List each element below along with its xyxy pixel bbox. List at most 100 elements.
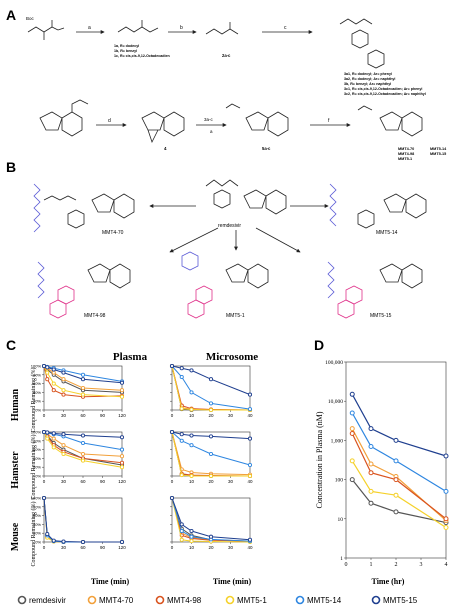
x-tick-label: 10 bbox=[189, 479, 195, 484]
mmt5-15-structure bbox=[327, 261, 423, 319]
x-tick-label: 1 bbox=[370, 562, 373, 568]
y-tick-label: 40% bbox=[33, 522, 41, 527]
remdesivir-label: remdesivir bbox=[218, 223, 241, 229]
data-point bbox=[208, 451, 214, 457]
d-xlabel: Time (hr) bbox=[372, 577, 405, 586]
step-d-label: d bbox=[108, 118, 111, 124]
chart-human-plasma: 0% 20% 40% 60% 80% 100% 0 30 60 90 120 bbox=[31, 364, 126, 419]
c-ylabel-mouse: Compound Remaining (%) bbox=[30, 502, 37, 567]
y-tick-label: 40% bbox=[33, 390, 41, 395]
legend: remdesivir MMT4-70 MMT4-98 MMT5-1 MMT5-14 MMT… bbox=[17, 595, 418, 605]
legend-item-mmt5-1: MMT5-1 bbox=[225, 595, 267, 605]
x-tick-label: 30 bbox=[61, 413, 67, 418]
data-point bbox=[51, 538, 56, 543]
data-point bbox=[61, 377, 66, 382]
row-title-mouse: Mouse bbox=[10, 522, 21, 551]
data-point bbox=[179, 522, 184, 527]
x-tick-label: 120 bbox=[118, 479, 126, 484]
series-line bbox=[351, 428, 447, 522]
y-tick-label: 100% bbox=[31, 496, 42, 501]
data-point bbox=[41, 363, 47, 369]
compound-1a-label: 1a, R= dodecyl bbox=[114, 44, 139, 48]
y-tick-label: 80% bbox=[33, 372, 41, 377]
mmt4-70-label: MMT4-70 bbox=[398, 147, 414, 151]
series-mmt5-14 bbox=[349, 410, 449, 494]
data-point bbox=[61, 539, 66, 544]
data-point bbox=[368, 443, 374, 449]
data-point bbox=[393, 458, 399, 464]
data-point bbox=[80, 458, 86, 463]
data-point bbox=[45, 365, 50, 370]
data-point bbox=[179, 432, 184, 437]
legend-item-remdesivir: remdesivir bbox=[17, 595, 66, 605]
data-point bbox=[179, 473, 184, 478]
data-point bbox=[349, 426, 355, 432]
plasma-column-title: Plasma bbox=[113, 351, 148, 363]
data-point bbox=[80, 385, 86, 391]
series-line bbox=[351, 394, 447, 457]
series-line bbox=[351, 433, 447, 520]
y-tick-label: 80% bbox=[33, 504, 41, 509]
y-tick-label: 40% bbox=[33, 456, 41, 461]
mmt5-14-label: MMT5-14 bbox=[430, 147, 447, 151]
y-tick-label: 100 bbox=[335, 478, 344, 484]
data-point bbox=[61, 370, 66, 375]
data-point bbox=[119, 454, 125, 459]
data-point bbox=[189, 407, 194, 412]
legend-label: MMT4-98 bbox=[167, 596, 202, 605]
data-point bbox=[443, 524, 449, 530]
x-tick-label: 2 bbox=[395, 562, 398, 568]
protected-nucleoside-structure bbox=[141, 111, 185, 144]
boc-alanine-structure bbox=[27, 26, 59, 33]
chart-hamster-microsome: 0 10 20 30 40 bbox=[169, 429, 253, 484]
data-point bbox=[247, 436, 253, 441]
y-tick-label: 20% bbox=[33, 465, 41, 470]
data-point bbox=[247, 407, 253, 412]
series-mmt5-1 bbox=[169, 429, 253, 479]
data-point bbox=[349, 458, 355, 464]
series-mmt5-15 bbox=[169, 495, 253, 542]
data-point bbox=[443, 516, 449, 522]
x-tick-label: 0 bbox=[43, 413, 46, 418]
data-point bbox=[51, 431, 56, 436]
legend-marker bbox=[87, 595, 97, 605]
legend-label: MMT5-15 bbox=[383, 596, 418, 605]
mmt4-98-structure bbox=[37, 261, 131, 319]
nucleoside-structure bbox=[39, 99, 89, 137]
data-point bbox=[119, 388, 125, 393]
x-tick-label: 0 bbox=[171, 479, 174, 484]
mmt4-70-name: MMT4-70 bbox=[102, 230, 124, 236]
series-mmt5-14 bbox=[169, 429, 253, 468]
series-line bbox=[351, 479, 447, 524]
scheme-a-row2 bbox=[39, 99, 423, 144]
mmt5-15-name: MMT5-15 bbox=[370, 313, 392, 319]
c-xlabel-microsome: Time (min) bbox=[213, 577, 252, 586]
data-point bbox=[61, 392, 66, 397]
y-tick-label: 0% bbox=[35, 474, 41, 479]
series-line bbox=[351, 460, 447, 529]
y-tick-label: 60% bbox=[33, 381, 41, 386]
scheme-b bbox=[33, 179, 427, 319]
data-point bbox=[443, 453, 449, 459]
y-tick-label: 1 bbox=[340, 556, 343, 562]
x-tick-label: 20 bbox=[208, 545, 214, 550]
mmt5-15-label: MMT5-15 bbox=[430, 152, 446, 156]
legend-item-mmt4-70: MMT4-70 bbox=[87, 595, 134, 605]
data-point bbox=[179, 406, 184, 411]
data-point bbox=[119, 394, 125, 399]
data-point bbox=[393, 492, 399, 498]
mmt5-1-label: MMT5-1 bbox=[398, 157, 412, 161]
data-point bbox=[393, 437, 399, 443]
mmt5-1-structure bbox=[181, 251, 269, 319]
data-point bbox=[119, 447, 125, 452]
arrow-to-mmt5-15 bbox=[255, 227, 301, 253]
x-tick-label: 3 bbox=[420, 562, 423, 568]
intermediate-5-structure bbox=[225, 103, 289, 137]
data-point bbox=[119, 465, 125, 470]
data-point bbox=[61, 388, 66, 393]
series-mmt5-15 bbox=[41, 363, 125, 385]
series-line bbox=[43, 365, 123, 398]
product-3c2-label: 3c2, R= cis,cis-9,12-Octadecadien; Ar= n… bbox=[344, 92, 426, 96]
x-tick-label: 60 bbox=[80, 413, 86, 418]
